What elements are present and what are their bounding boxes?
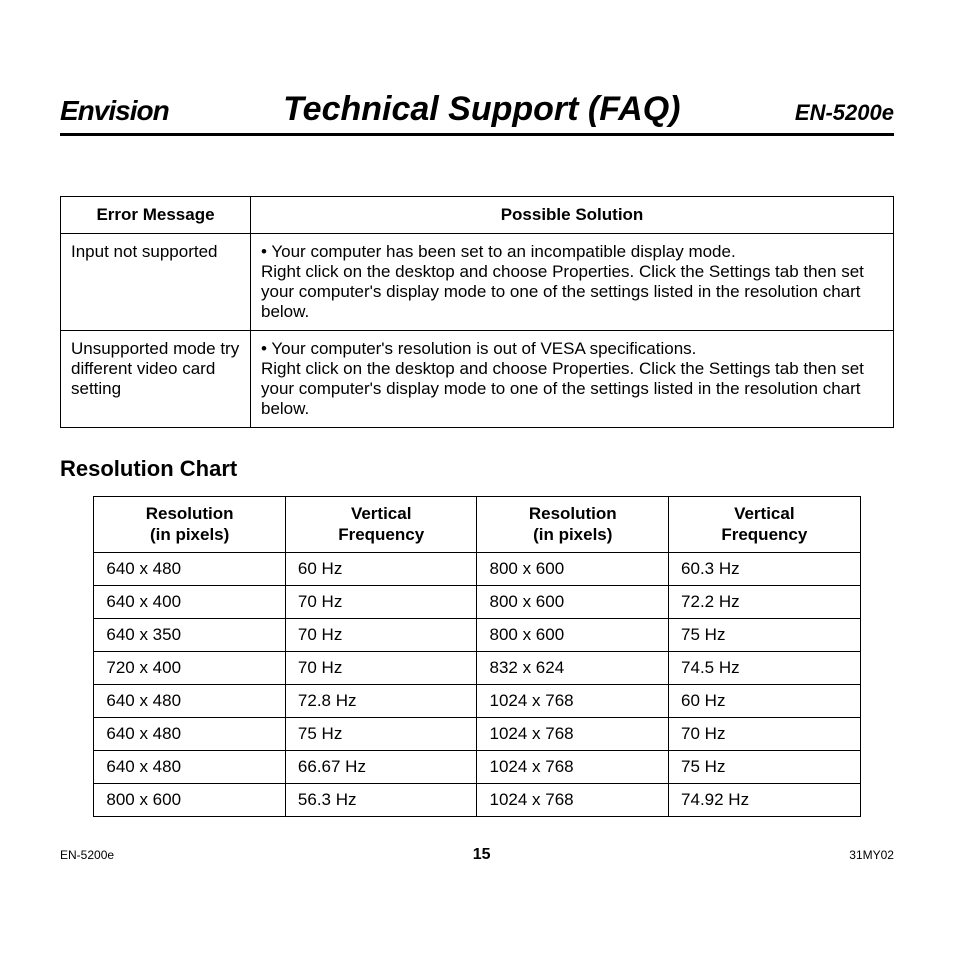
resolution-col-header: Resolution(in pixels) [477,497,669,553]
resolution-cell: 800 x 600 [477,585,669,618]
frequency-cell: 60 Hz [285,552,477,585]
table-row: 640 x 48066.67 Hz1024 x 76875 Hz [94,750,860,783]
brand-logo: Envision [60,95,169,127]
table-row: 800 x 60056.3 Hz1024 x 76874.92 Hz [94,783,860,816]
resolution-cell: 640 x 480 [94,552,286,585]
frequency-cell: 70 Hz [285,585,477,618]
footer-model: EN-5200e [60,848,114,862]
resolution-cell: 832 x 624 [477,651,669,684]
frequency-cell: 66.67 Hz [285,750,477,783]
table-row: Unsupported mode try different video car… [61,331,894,428]
frequency-col-header: VerticalFrequency [669,497,861,553]
resolution-cell: 800 x 600 [477,618,669,651]
frequency-cell: 56.3 Hz [285,783,477,816]
resolution-chart-table: Resolution(in pixels)VerticalFrequencyRe… [93,496,860,817]
table-row: Input not supported• Your computer has b… [61,234,894,331]
footer-code: 31MY02 [849,848,894,862]
table-row: 640 x 48075 Hz1024 x 76870 Hz [94,717,860,750]
resolution-cell: 1024 x 768 [477,717,669,750]
error-message-table: Error Message Possible Solution Input no… [60,196,894,428]
solution-cell: • Your computer has been set to an incom… [251,234,894,331]
table-row: 640 x 35070 Hz800 x 60075 Hz [94,618,860,651]
page-header: Envision Technical Support (FAQ) EN-5200… [60,90,894,136]
resolution-cell: 800 x 600 [477,552,669,585]
resolution-cell: 800 x 600 [94,783,286,816]
page-footer: EN-5200e 15 31MY02 [60,846,894,864]
table-row: 640 x 48072.8 Hz1024 x 76860 Hz [94,684,860,717]
frequency-col-header: VerticalFrequency [285,497,477,553]
frequency-cell: 60 Hz [669,684,861,717]
frequency-cell: 70 Hz [669,717,861,750]
error-cell: Unsupported mode try different video car… [61,331,251,428]
resolution-cell: 640 x 480 [94,717,286,750]
resolution-cell: 1024 x 768 [477,750,669,783]
resolution-chart-heading: Resolution Chart [60,456,894,482]
frequency-cell: 60.3 Hz [669,552,861,585]
frequency-cell: 75 Hz [669,618,861,651]
model-label: EN-5200e [795,100,894,126]
resolution-cell: 640 x 400 [94,585,286,618]
resolution-cell: 1024 x 768 [477,684,669,717]
table-row: 720 x 40070 Hz832 x 62474.5 Hz [94,651,860,684]
table-row: 640 x 40070 Hz800 x 60072.2 Hz [94,585,860,618]
frequency-cell: 70 Hz [285,618,477,651]
resolution-cell: 640 x 350 [94,618,286,651]
table-row: 640 x 48060 Hz800 x 60060.3 Hz [94,552,860,585]
resolution-cell: 1024 x 768 [477,783,669,816]
frequency-cell: 74.5 Hz [669,651,861,684]
frequency-cell: 72.2 Hz [669,585,861,618]
error-col-header: Error Message [61,197,251,234]
resolution-cell: 720 x 400 [94,651,286,684]
frequency-cell: 75 Hz [285,717,477,750]
resolution-cell: 640 x 480 [94,684,286,717]
frequency-cell: 74.92 Hz [669,783,861,816]
solution-cell: • Your computer's resolution is out of V… [251,331,894,428]
error-cell: Input not supported [61,234,251,331]
page-number: 15 [473,846,491,864]
resolution-cell: 640 x 480 [94,750,286,783]
resolution-col-header: Resolution(in pixels) [94,497,286,553]
page-title: Technical Support (FAQ) [283,90,680,129]
solution-col-header: Possible Solution [251,197,894,234]
frequency-cell: 75 Hz [669,750,861,783]
frequency-cell: 72.8 Hz [285,684,477,717]
frequency-cell: 70 Hz [285,651,477,684]
